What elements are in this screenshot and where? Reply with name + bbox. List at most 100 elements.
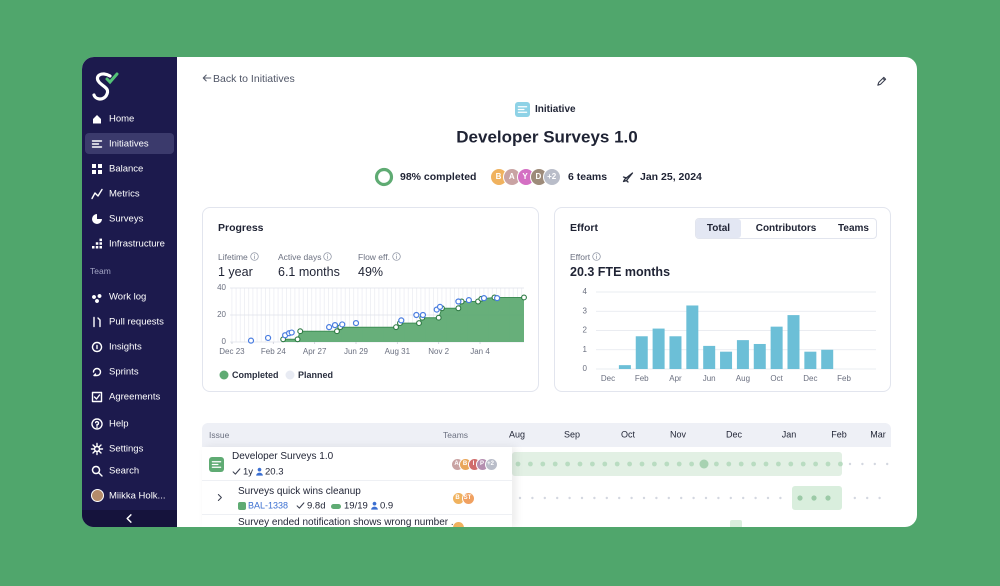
- issue-row[interactable]: Developer Surveys 1.0 1y 20.3 A B I P +2: [202, 447, 512, 481]
- avatar-label: P: [479, 460, 485, 467]
- gantt-dot: [664, 461, 670, 467]
- nav-label: Insights: [109, 340, 142, 352]
- gantt-dot: [797, 495, 803, 501]
- nav-item[interactable]: Insights: [85, 336, 174, 357]
- bar: [787, 315, 800, 369]
- nav-item[interactable]: Help: [85, 413, 174, 434]
- nav-item[interactable]: Surveys: [85, 208, 174, 229]
- planned-point: [352, 319, 360, 327]
- back-link[interactable]: Back to Initiatives: [200, 70, 300, 88]
- month-label: Aug: [508, 429, 526, 440]
- planned-point: [413, 311, 420, 319]
- nav-label: Sprints: [109, 365, 139, 377]
- avatar-label: A: [454, 460, 459, 467]
- x-tick-label: Oct: [770, 374, 783, 383]
- completed-point: [393, 324, 399, 331]
- icon: [202, 74, 212, 82]
- gantt-bar: [792, 486, 842, 510]
- icon-shape: [126, 514, 132, 523]
- icon: [392, 252, 401, 261]
- issue-title: Survey ended notification shows wrong nu…: [238, 517, 460, 528]
- month-label: Nov: [669, 429, 687, 440]
- progress-chart: 0 20 40 Dec 23 Feb 24 Apr 27 Jun 29 Aug 31 Nov 2…: [217, 283, 527, 380]
- gantt-dot: [543, 496, 546, 500]
- stat-label: Flow eff.: [358, 251, 390, 262]
- completed-point: [416, 320, 422, 327]
- completed-point: [435, 314, 442, 321]
- nav-label: Infrastructure: [109, 237, 165, 249]
- issue-meta: 19/19: [344, 500, 368, 512]
- planned-point: [331, 322, 339, 329]
- gantt-dot: [580, 496, 584, 500]
- nav-item[interactable]: Metrics: [85, 183, 174, 204]
- planned-point: [325, 324, 333, 331]
- icon: [91, 417, 103, 430]
- y-tick-label: 3: [583, 306, 588, 315]
- avatar-label: A: [508, 171, 515, 181]
- issue-row[interactable]: Surveys quick wins cleanup BAL-1338 9.8d 19…: [202, 481, 512, 515]
- gantt-dot: [726, 461, 732, 467]
- nav-item[interactable]: Balance: [85, 158, 174, 179]
- month-label: Dec: [725, 429, 743, 440]
- gantt-dot: [811, 495, 817, 501]
- nav-item[interactable]: Home: [85, 108, 174, 129]
- initiative-icon: [209, 457, 224, 472]
- icon-shape: [92, 238, 102, 248]
- gantt-dot: [714, 461, 719, 467]
- avatar-label: +2: [487, 460, 494, 467]
- bar: [669, 336, 682, 369]
- icon: [91, 139, 103, 148]
- planned-point: [419, 311, 427, 319]
- nav-item[interactable]: Settings: [85, 438, 174, 459]
- gantt-dot: [853, 496, 856, 500]
- icon: [90, 442, 104, 455]
- avatar: +2: [484, 457, 498, 471]
- tab[interactable]: Total: [696, 219, 741, 238]
- nav-item[interactable]: Sprints: [85, 361, 174, 382]
- avatar-label: B: [462, 460, 468, 467]
- planned-point: [339, 321, 346, 328]
- nav-item[interactable]: Infrastructure: [85, 233, 174, 254]
- tab[interactable]: Teams: [831, 219, 876, 238]
- x-tick-label: Dec: [601, 374, 615, 383]
- bar: [720, 351, 733, 369]
- collapse-bar[interactable]: [82, 510, 177, 527]
- nav-item[interactable]: Search: [85, 460, 174, 481]
- gantt-dot: [873, 462, 876, 466]
- column-header: Issue: [209, 429, 230, 440]
- planned-point: [247, 337, 255, 344]
- gantt-dot: [627, 461, 632, 467]
- icon: [877, 76, 887, 86]
- nav-item[interactable]: Agreements: [85, 386, 174, 407]
- y-tick-label: 0: [222, 337, 227, 346]
- badge-label: Initiative: [535, 103, 576, 115]
- completed-point: [455, 305, 462, 312]
- icon-shape: [92, 213, 102, 224]
- nav-item[interactable]: Pull requests: [85, 311, 174, 332]
- gantt-dot: [729, 496, 732, 500]
- user-menu[interactable]: Miikka Holk...: [85, 485, 174, 506]
- planned-point: [493, 295, 501, 302]
- nav-label: Metrics: [109, 187, 140, 199]
- title: Developer Surveys 1.0: [456, 127, 638, 147]
- effort-chart: 0 1 2 3 4 Dec Feb Apr Jun Aug Oct Dec Feb: [583, 287, 876, 383]
- gantt-dot: [699, 459, 709, 469]
- gantt-dot: [618, 496, 621, 500]
- tab[interactable]: Contributors: [741, 219, 831, 238]
- nav-item[interactable]: Initiatives: [85, 133, 174, 154]
- issue-title: Developer Surveys 1.0: [232, 451, 334, 462]
- gantt-dot: [515, 461, 521, 467]
- issue-row[interactable]: Survey ended notification shows wrong nu…: [202, 515, 512, 527]
- gantt-dot: [866, 496, 869, 500]
- gantt: [512, 452, 889, 527]
- nav-label: Home: [109, 112, 135, 124]
- gantt-dot: [652, 461, 657, 467]
- gantt-dot: [742, 496, 745, 500]
- avatar: [451, 520, 465, 527]
- month-label: Feb: [831, 429, 847, 440]
- gantt-dot: [788, 461, 794, 467]
- completion: 98% completed: [400, 170, 477, 183]
- nav-item[interactable]: Work log: [85, 286, 174, 307]
- gantt-dot: [813, 461, 818, 467]
